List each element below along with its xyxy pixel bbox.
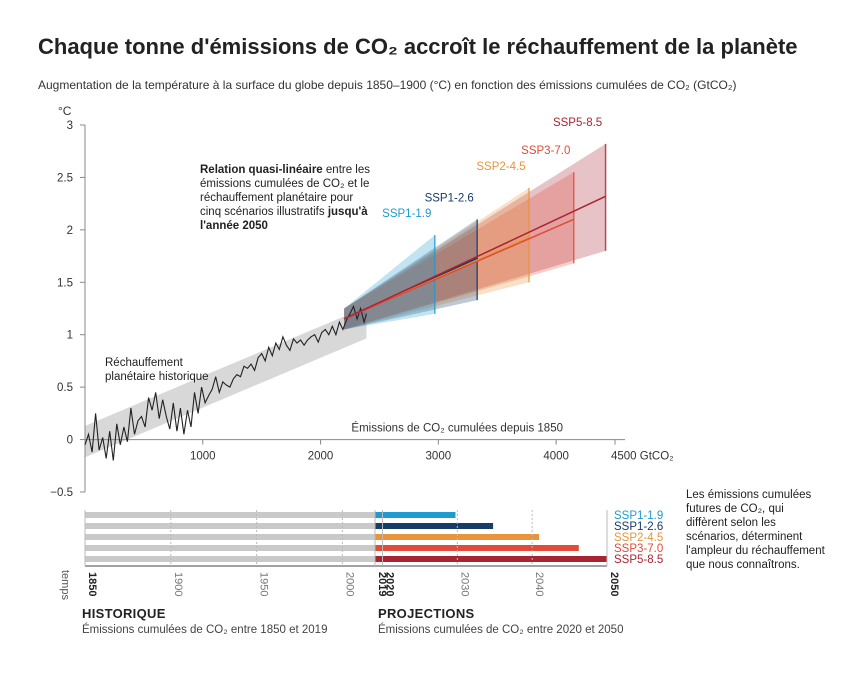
y-tick-label: 2.5 xyxy=(57,172,73,184)
timeline-axis-label: temps xyxy=(59,570,71,600)
hist-bar xyxy=(85,556,375,562)
labels: SSP1-1.9 SSP1-2.6 SSP2-4.5 SSP3-7.0 SSP5-8.5… xyxy=(105,117,602,383)
y-tick-label: 0 xyxy=(67,435,73,447)
bar-ssp1-1.9 xyxy=(375,512,456,518)
year-label: 2020 xyxy=(383,572,395,596)
side-note: Les émissions cumulées futures de CO₂, q… xyxy=(686,489,825,571)
x-axis-title: Émissions de CO₂ cumulées depuis 1850 xyxy=(351,422,563,435)
year-label: 1950 xyxy=(258,572,270,596)
label-ssp2-4.5: SSP2-4.5 xyxy=(476,161,525,173)
uncertainty-bands xyxy=(85,143,607,458)
annotation-text: entre les xyxy=(323,164,371,176)
year-label: 2050 xyxy=(608,572,620,596)
y-axis-label: °C xyxy=(58,104,72,118)
bar-ssp5-8.5 xyxy=(375,556,607,562)
annotation-bold: l'année 2050 xyxy=(200,220,268,232)
historique-subtitle: Émissions cumulées de CO₂ entre 1850 et … xyxy=(82,624,328,636)
bar-label-ssp3-7.0: SSP3-7.0 xyxy=(614,543,663,555)
y-tick-label: 2 xyxy=(67,225,73,237)
projections-title: PROJECTIONS xyxy=(378,606,475,621)
chart-subtitle: Augmentation de la température à la surf… xyxy=(38,78,737,92)
hist-bar xyxy=(85,534,375,540)
historical-line xyxy=(84,304,368,461)
bar-ssp3-7.0 xyxy=(375,545,579,551)
bar-ssp2-4.5 xyxy=(375,534,540,540)
y-tick-label: −0.5 xyxy=(50,487,73,499)
hist-bar xyxy=(85,523,375,529)
bar-label-ssp5-8.5: SSP5-8.5 xyxy=(614,554,663,566)
x-unit-label: 4500 GtCO₂ xyxy=(611,451,674,463)
band-ssp3-7.0 xyxy=(344,172,574,330)
timeline-panel: SSP1-1.9SSP1-2.6SSP2-4.5SSP3-7.0SSP5-8.5… xyxy=(59,510,663,600)
x-tick-label: 1000 xyxy=(190,451,216,463)
historical-label-line: Réchauffement xyxy=(105,357,184,369)
year-label: 1900 xyxy=(172,572,184,596)
historique-title: HISTORIQUE xyxy=(82,606,166,621)
band-ssp2-4.5 xyxy=(344,187,530,330)
annotation-text: émissions cumulées de CO₂ et le xyxy=(200,178,369,190)
year-label: 2019 xyxy=(376,572,388,596)
annotation-text: réchauffement planétaire pour xyxy=(200,192,353,204)
axes: °C 3 2.5 2 1.5 1 0.5 0 −0.5 1000 2000 3000 4000 4500 … xyxy=(50,104,673,499)
hist-bar xyxy=(85,545,375,551)
historical-band xyxy=(85,306,367,458)
label-ssp1-2.6: SSP1-2.6 xyxy=(425,192,474,204)
bar-ssp1-2.6 xyxy=(375,523,494,529)
y-tick-label: 3 xyxy=(67,120,73,132)
band-ssp5-8.5 xyxy=(344,143,606,330)
y-tick-label: 0.5 xyxy=(57,382,73,394)
y-tick-label: 1.5 xyxy=(57,277,73,289)
x-tick-label: 3000 xyxy=(426,451,452,463)
bar-label-ssp1-2.6: SSP1-2.6 xyxy=(614,521,663,533)
label-ssp1-1.9: SSP1-1.9 xyxy=(382,208,431,220)
historical-label-line: planétaire historique xyxy=(105,371,209,383)
historical-label: Réchauffement planétaire historique xyxy=(105,357,209,383)
band-ssp1-1.9 xyxy=(344,235,435,330)
projections-subtitle: Émissions cumulées de CO₂ entre 2020 et … xyxy=(378,624,624,636)
annotation-bold: Relation quasi-linéaire xyxy=(200,164,323,176)
year-label: 2030 xyxy=(458,572,470,596)
bar-label-ssp1-1.9: SSP1-1.9 xyxy=(614,510,663,522)
annotation-text: cinq scénarios illustratifs xyxy=(200,206,328,218)
y-tick-label: 1 xyxy=(67,330,73,342)
year-label: 2040 xyxy=(533,572,545,596)
chart-title: Chaque tonne d'émissions de CO₂ accroît … xyxy=(38,34,798,59)
bar-label-ssp2-4.5: SSP2-4.5 xyxy=(614,532,663,544)
x-tick-label: 4000 xyxy=(543,451,569,463)
band-ssp1-2.6 xyxy=(344,219,478,330)
hist-bar xyxy=(85,512,375,518)
label-ssp3-7.0: SSP3-7.0 xyxy=(521,145,570,157)
label-ssp5-8.5: SSP5-8.5 xyxy=(553,117,602,129)
line-ssp3-7.0 xyxy=(343,218,575,320)
annotation-bold: jusqu'à xyxy=(327,206,368,218)
year-label: 2000 xyxy=(343,572,355,596)
line-ssp5-8.5 xyxy=(343,195,606,320)
series-lines xyxy=(84,195,606,461)
year-label: 1850 xyxy=(86,572,98,596)
x-tick-label: 2000 xyxy=(308,451,334,463)
annotation: Relation quasi-linéaire entre les émissio… xyxy=(200,164,370,232)
